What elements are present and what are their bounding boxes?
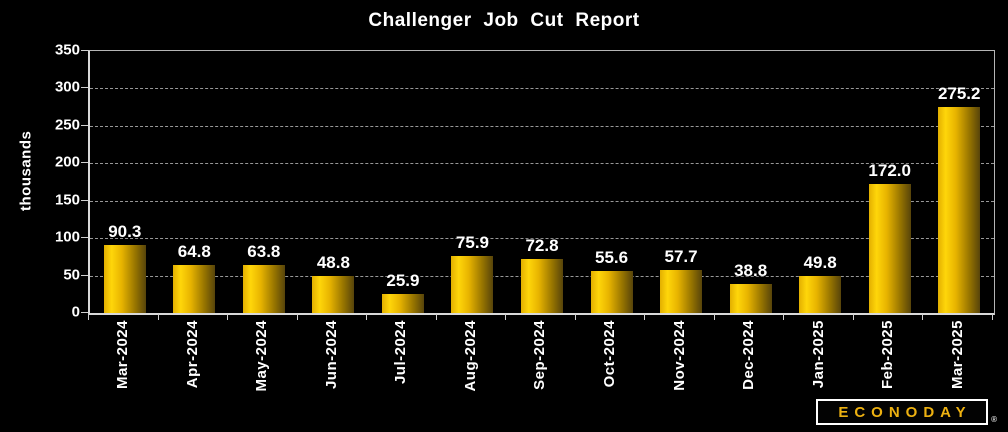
x-tick-mark — [157, 314, 159, 320]
x-tick-mark — [366, 314, 368, 320]
x-tick-label-Jul-2024: Jul-2024 — [366, 320, 436, 405]
x-tick-label-Nov-2024: Nov-2024 — [644, 320, 714, 405]
bar-Dec-2024 — [729, 283, 772, 313]
x-tick-label-Apr-2024: Apr-2024 — [158, 320, 228, 405]
chart-title: Challenger Job Cut Report — [368, 10, 640, 31]
bar-Feb-2025 — [868, 184, 911, 313]
bar-value-label: 90.3 — [108, 222, 142, 242]
y-tick-mark — [81, 87, 88, 89]
x-tick-label-Aug-2024: Aug-2024 — [436, 320, 506, 405]
gridline-200 — [90, 163, 994, 165]
bar-value-label: 55.6 — [594, 248, 629, 268]
bar-value-label: 48.8 — [316, 253, 350, 273]
bar-Sep-2024 — [521, 258, 563, 313]
x-tick-label-Mar-2025: Mar-2025 — [922, 320, 992, 405]
y-tick-label-300: 300 — [54, 78, 80, 96]
y-tick-label-350: 350 — [54, 41, 80, 59]
y-tick-label-50: 50 — [63, 266, 80, 284]
x-tick-mark — [435, 314, 437, 320]
x-tick-label-text: Jun-2024 — [322, 320, 340, 390]
bar-Jul-2024 — [381, 293, 424, 313]
bar-value-label: 38.8 — [734, 260, 768, 280]
y-tick-label-200: 200 — [54, 153, 80, 171]
y-tick-mark — [81, 50, 88, 51]
bar-Mar-2025 — [938, 107, 981, 313]
x-tick-label-text: Dec-2024 — [740, 320, 758, 390]
bar-Jan-2025 — [799, 275, 842, 313]
x-tick-mark — [992, 314, 993, 320]
x-tick-label-text: Feb-2025 — [879, 320, 897, 390]
y-tick-label-250: 250 — [54, 116, 80, 134]
gridline-300 — [90, 88, 994, 90]
x-tick-label-text: Sep-2024 — [531, 320, 549, 390]
y-tick-mark — [81, 124, 88, 126]
bar-Oct-2024 — [590, 271, 633, 313]
x-tick-label-text: Jan-2025 — [809, 320, 827, 389]
x-tick-mark — [574, 314, 576, 320]
y-tick-mark — [81, 199, 88, 201]
bar-value-label: 49.8 — [803, 252, 837, 272]
x-tick-label-text: Nov-2024 — [670, 320, 688, 391]
y-tick-mark — [81, 162, 88, 164]
x-tick-label-text: Jul-2024 — [392, 320, 410, 385]
econoday-logo: ECONODAY — [816, 399, 988, 425]
y-tick-mark — [81, 274, 88, 276]
bar-Jun-2024 — [312, 276, 355, 313]
x-tick-label-May-2024: May-2024 — [227, 320, 297, 405]
x-tick-label-text: Apr-2024 — [183, 320, 201, 389]
x-tick-mark — [88, 314, 89, 320]
x-tick-mark — [713, 314, 715, 320]
bar-value-label: 172.0 — [868, 161, 911, 181]
bar-value-label: 72.8 — [525, 235, 559, 255]
x-tick-mark — [852, 314, 854, 320]
gridline-250 — [90, 125, 994, 127]
x-tick-mark — [505, 314, 507, 320]
y-tick-mark — [81, 237, 88, 239]
bar-Apr-2024 — [173, 264, 216, 313]
registered-trademark-icon: ® — [991, 415, 997, 424]
bar-value-label: 75.9 — [455, 233, 489, 253]
x-tick-label-Jun-2024: Jun-2024 — [297, 320, 367, 405]
x-tick-label-Dec-2024: Dec-2024 — [714, 320, 784, 405]
x-tick-mark — [227, 314, 229, 320]
bar-value-label: 25.9 — [386, 270, 420, 290]
x-tick-label-Feb-2025: Feb-2025 — [853, 320, 923, 405]
y-tick-label-0: 0 — [71, 303, 80, 321]
x-tick-mark — [922, 314, 924, 320]
x-tick-mark — [296, 314, 298, 320]
x-tick-label-text: Aug-2024 — [461, 320, 479, 392]
x-tick-label-Oct-2024: Oct-2024 — [575, 320, 645, 405]
bar-Nov-2024 — [660, 269, 703, 313]
econoday-logo-text: ECONODAY — [838, 403, 972, 421]
y-tick-label-150: 150 — [54, 191, 80, 209]
bar-value-label: 275.2 — [937, 84, 981, 103]
y-tick-label-100: 100 — [54, 228, 80, 246]
bar-value-label: 63.8 — [247, 242, 281, 262]
bar-Aug-2024 — [451, 256, 494, 313]
gridline-100 — [90, 238, 994, 240]
x-tick-label-text: May-2024 — [253, 320, 271, 392]
bar-Mar-2024 — [103, 245, 146, 313]
x-tick-label-text: Oct-2024 — [601, 320, 619, 388]
bar-May-2024 — [242, 265, 285, 313]
x-tick-label-Sep-2024: Sep-2024 — [505, 320, 575, 405]
y-tick-mark — [81, 312, 88, 313]
bar-value-label: 57.7 — [664, 246, 698, 266]
gridline-150 — [90, 200, 994, 202]
x-tick-mark — [644, 314, 646, 320]
x-tick-label-Mar-2024: Mar-2024 — [88, 320, 158, 405]
plot-area: 90.3 64.8 63.8 48.8 25.9 75.9 72.8 55.6 57.7 38.8… — [88, 50, 995, 315]
x-tick-mark — [783, 314, 785, 320]
x-tick-label-text: Mar-2025 — [948, 320, 966, 390]
x-tick-label-Jan-2025: Jan-2025 — [783, 320, 853, 405]
bar-value-label: 64.8 — [177, 241, 211, 261]
x-tick-label-text: Mar-2024 — [114, 320, 132, 390]
